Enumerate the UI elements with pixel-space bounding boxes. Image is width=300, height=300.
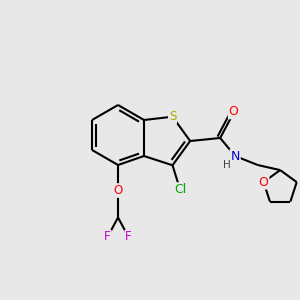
Text: F: F [104, 230, 111, 244]
Text: O: O [229, 105, 238, 119]
Text: O: O [259, 176, 269, 189]
Text: N: N [230, 149, 240, 163]
Text: F: F [125, 230, 132, 244]
Text: Cl: Cl [174, 183, 186, 196]
Text: H: H [223, 160, 231, 170]
Text: O: O [113, 184, 123, 197]
Text: S: S [169, 110, 176, 123]
